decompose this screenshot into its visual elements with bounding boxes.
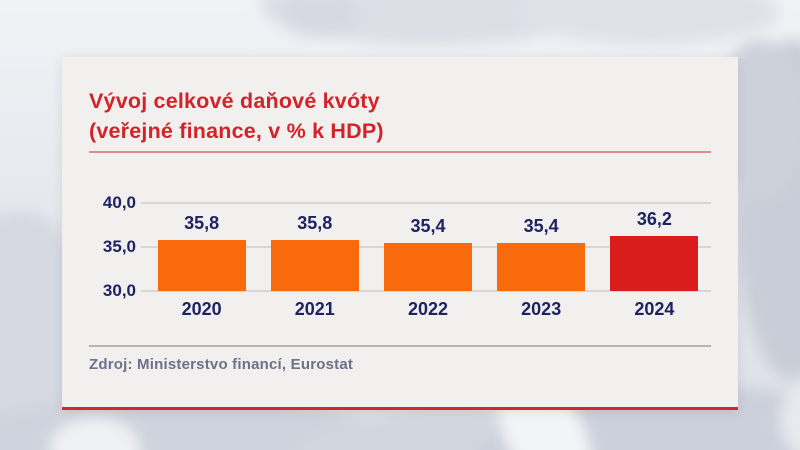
x-axis-category-label: 2021 <box>294 299 335 319</box>
bar-2021 <box>270 239 359 291</box>
gridline-30,0 <box>141 290 711 292</box>
source-text: Zdroj: Ministerstvo financí, Eurostat <box>89 356 354 373</box>
x-axis-category-label: 2024 <box>634 299 675 319</box>
bar-value-label: 36,2 <box>636 209 672 230</box>
x-axis-category-label: 2022 <box>407 299 449 319</box>
chart-title-line1: Vývoj celkové daňové kvóty <box>89 89 380 113</box>
bar-2020 <box>157 239 246 291</box>
y-axis-tick-label: 35,0 <box>102 237 136 256</box>
bar-value-label: 35,8 <box>297 212 333 233</box>
bar-2023 <box>497 243 586 291</box>
bar-value-label: 35,8 <box>184 212 220 233</box>
bar-chart: 40,0 35,0 30,0 35,8 2020 35,8 2021 35,4 2022 35,4… <box>62 57 738 407</box>
chart-title: Vývoj celkové daňové kvóty (veřejné fina… <box>89 86 384 146</box>
x-axis-category-label: 2020 <box>181 299 222 319</box>
gridline-40,0 <box>141 202 711 204</box>
bar-value-label: 35,4 <box>523 216 559 237</box>
bar-value-label: 35,4 <box>410 216 446 237</box>
title-divider-line <box>89 151 711 153</box>
source-divider-line <box>89 345 711 347</box>
y-axis-tick-label: 30,0 <box>102 281 136 300</box>
bar-2022 <box>384 243 472 291</box>
chart-title-line2: (veřejné finance, v % k HDP) <box>89 119 384 143</box>
bar-2024 <box>610 236 699 291</box>
y-axis-tick-label: 40,0 <box>102 193 136 212</box>
chart-card: Vývoj celkové daňové kvóty (veřejné fina… <box>62 57 738 410</box>
x-axis-category-label: 2023 <box>521 299 562 319</box>
